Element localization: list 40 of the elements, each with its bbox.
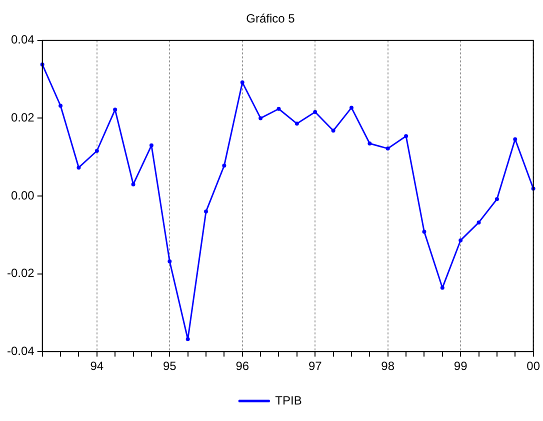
x-tick-label: 97 [308, 359, 322, 374]
point [494, 197, 499, 202]
point [422, 230, 426, 234]
point [149, 143, 154, 148]
point [131, 182, 136, 186]
point [204, 210, 208, 214]
point [404, 134, 408, 138]
point [458, 238, 463, 242]
point [113, 108, 118, 112]
y-tick-label: 0.04 [10, 32, 35, 47]
point [313, 110, 318, 114]
point [240, 80, 244, 84]
y-tick-label: -0.02 [6, 266, 35, 280]
point [276, 106, 281, 111]
chart-title: Gráfico 5 [246, 12, 296, 26]
y-tick-label: 0.00 [10, 188, 35, 202]
point [331, 128, 336, 133]
point [368, 141, 372, 146]
x-tick-label: 94 [90, 359, 104, 374]
point [58, 104, 63, 108]
point [94, 148, 99, 153]
x-tick-label: 99 [454, 359, 468, 374]
y-tick-label: 0.02 [10, 110, 35, 125]
point [294, 122, 299, 126]
legend-label: TPIB [275, 393, 302, 408]
point [168, 259, 172, 264]
point [222, 164, 226, 168]
x-tick-label: 00 [526, 359, 540, 374]
point [258, 116, 263, 120]
y-tick-label: -0.04 [6, 344, 35, 358]
point [476, 220, 481, 224]
x-tick-label: 96 [236, 359, 250, 374]
point [386, 146, 390, 151]
point [440, 286, 444, 290]
point [76, 166, 81, 170]
point [513, 137, 518, 142]
point [349, 106, 354, 110]
x-tick-label: 95 [162, 359, 177, 374]
x-tick-label: 98 [381, 359, 395, 374]
point [186, 337, 190, 342]
